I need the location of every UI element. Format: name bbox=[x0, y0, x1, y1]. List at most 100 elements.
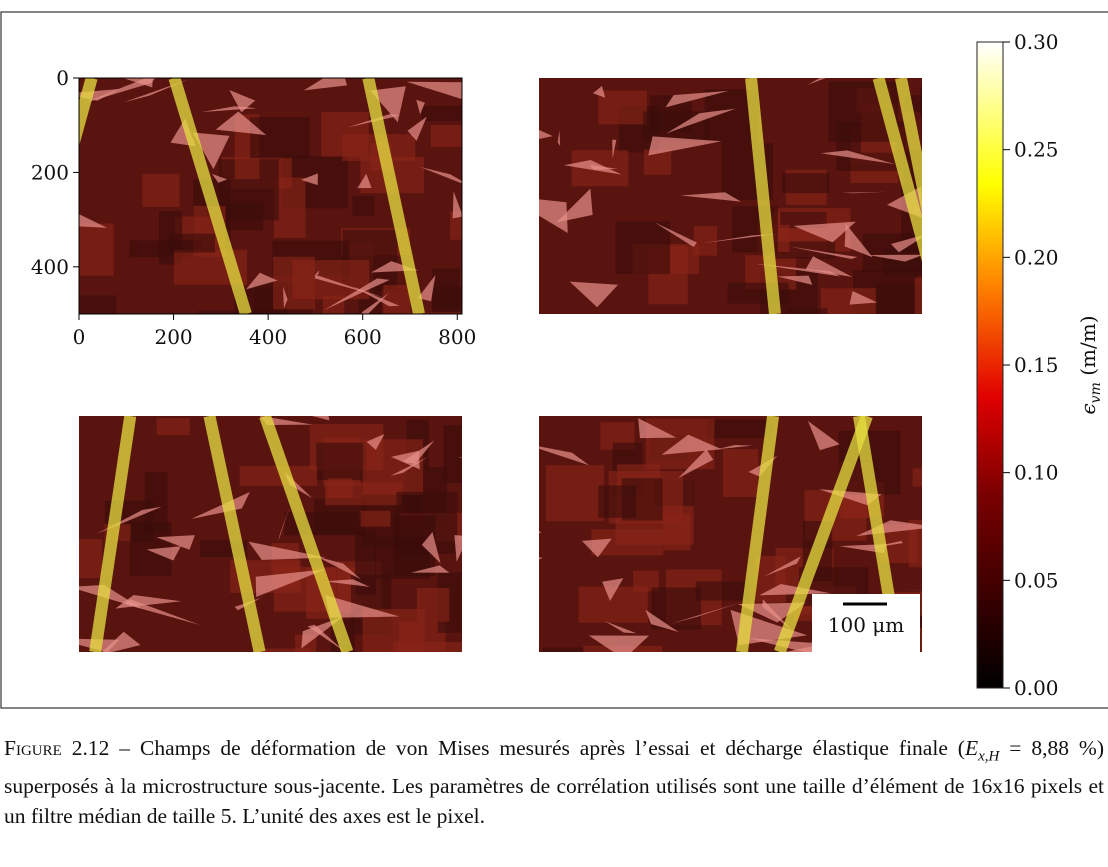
grain bbox=[301, 173, 318, 186]
colorbar bbox=[976, 41, 1004, 689]
grain bbox=[638, 418, 677, 439]
colorbar-tick-label: 0.00 bbox=[1014, 676, 1059, 700]
grain bbox=[891, 235, 922, 253]
grain bbox=[248, 541, 326, 561]
cell bbox=[693, 226, 718, 256]
caption-text: Champs de déformation de von Mises mesur… bbox=[140, 736, 965, 760]
cell bbox=[79, 539, 102, 579]
scale-bar-label: 100 μm bbox=[828, 613, 905, 637]
strain-map-image bbox=[79, 416, 462, 652]
cell bbox=[250, 117, 310, 159]
colorbar-label: ϵvm (m/m) bbox=[1076, 315, 1104, 414]
colorbar-tick-label: 0.15 bbox=[1014, 353, 1059, 377]
strain-band bbox=[259, 416, 354, 652]
grain bbox=[588, 635, 650, 652]
cell bbox=[198, 310, 279, 314]
cell bbox=[542, 647, 614, 652]
grain bbox=[156, 535, 195, 550]
x-tick-label: 600 bbox=[344, 325, 382, 349]
cell bbox=[273, 177, 306, 238]
grain bbox=[303, 78, 348, 91]
cell bbox=[706, 419, 773, 439]
colorbar-tick-label: 0.20 bbox=[1014, 245, 1059, 269]
grain bbox=[648, 136, 722, 156]
grain bbox=[79, 214, 108, 228]
grain bbox=[509, 195, 539, 201]
grain bbox=[654, 222, 697, 247]
cell bbox=[239, 465, 318, 486]
strain-band bbox=[203, 416, 266, 652]
grain bbox=[604, 621, 637, 634]
grain bbox=[416, 99, 425, 115]
grain bbox=[680, 192, 741, 202]
grain bbox=[670, 601, 743, 624]
x-tick-label: 0 bbox=[73, 325, 86, 349]
cell bbox=[644, 149, 672, 175]
figure-frame bbox=[0, 11, 1108, 709]
grain bbox=[563, 160, 622, 175]
grain bbox=[316, 556, 361, 580]
cell bbox=[169, 233, 216, 253]
grain bbox=[793, 221, 856, 243]
grain bbox=[849, 290, 878, 305]
cell bbox=[443, 425, 462, 484]
grain bbox=[539, 446, 590, 466]
cell bbox=[598, 90, 647, 125]
colorbar-tick-label: 0.05 bbox=[1014, 568, 1059, 592]
grain bbox=[702, 234, 776, 244]
grain bbox=[390, 457, 428, 476]
grain bbox=[539, 530, 542, 534]
strain-map bbox=[79, 416, 462, 652]
caption: Figure 2.12 – Champs de déformation de v… bbox=[4, 733, 1104, 831]
grain bbox=[764, 556, 801, 577]
cell bbox=[780, 211, 827, 229]
cell bbox=[912, 468, 922, 487]
grain bbox=[212, 173, 228, 183]
strain-band bbox=[362, 78, 425, 314]
caption-subscript: x,H bbox=[978, 748, 1000, 765]
colorbar-tick-label: 0.25 bbox=[1014, 138, 1059, 162]
grain bbox=[539, 199, 568, 233]
grain bbox=[314, 274, 385, 298]
grain bbox=[324, 579, 370, 587]
strain-map bbox=[79, 78, 462, 314]
strain-map-image bbox=[509, 78, 922, 314]
cell bbox=[583, 645, 663, 652]
grain bbox=[245, 272, 278, 290]
grain bbox=[807, 420, 840, 451]
caption-symbol: E bbox=[964, 736, 979, 760]
grain bbox=[805, 256, 853, 277]
strain-band bbox=[79, 78, 98, 147]
grain bbox=[678, 449, 714, 479]
grain bbox=[402, 440, 435, 464]
y-tick-label: 0 bbox=[56, 66, 69, 90]
grain bbox=[777, 275, 813, 285]
cell bbox=[362, 608, 425, 652]
cell bbox=[325, 482, 402, 506]
grain bbox=[411, 565, 450, 573]
grain bbox=[665, 90, 729, 108]
grain bbox=[454, 535, 462, 562]
grain bbox=[421, 531, 441, 564]
strain-band bbox=[774, 416, 873, 652]
cell bbox=[920, 86, 922, 118]
caption-label: Figure 2.12 – bbox=[4, 736, 131, 760]
cell bbox=[79, 295, 117, 314]
grain bbox=[323, 278, 390, 311]
strain-map bbox=[509, 78, 922, 314]
x-tick-label: 800 bbox=[438, 325, 476, 349]
cell bbox=[142, 173, 180, 207]
strain-band bbox=[168, 78, 252, 314]
cell bbox=[352, 195, 375, 217]
grain bbox=[361, 292, 390, 314]
grain bbox=[283, 286, 288, 309]
grain bbox=[229, 89, 256, 113]
strain-band bbox=[895, 78, 922, 214]
grain bbox=[581, 538, 612, 558]
grain bbox=[366, 433, 385, 450]
cell bbox=[408, 312, 462, 314]
strain-map bbox=[539, 416, 922, 652]
colorbar-tick-label: 0.30 bbox=[1014, 30, 1059, 54]
cell bbox=[316, 442, 367, 481]
